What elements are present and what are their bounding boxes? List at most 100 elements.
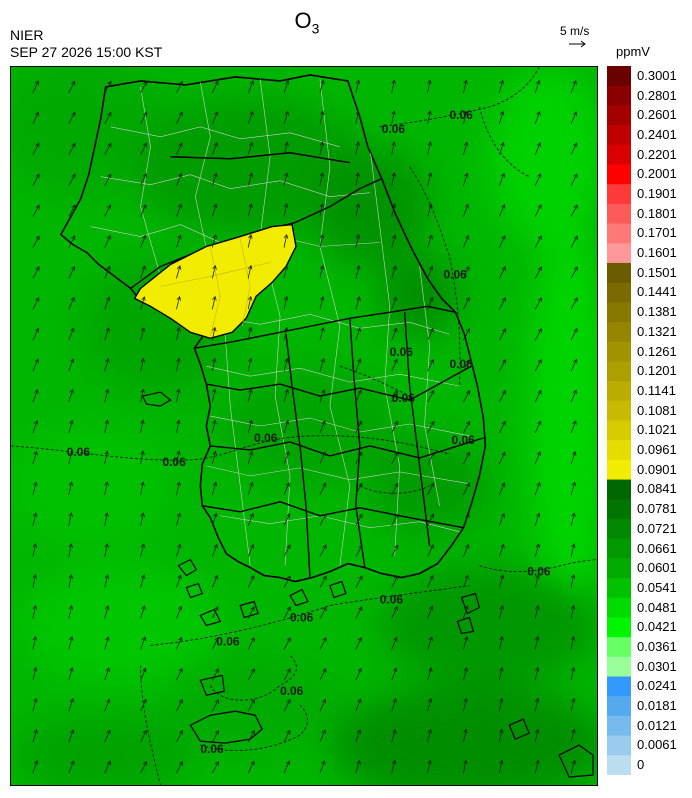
wind-arrow [463,605,468,619]
wind-arrow [391,483,399,495]
legend-swatch [607,66,631,87]
wind-arrow [319,420,326,434]
wind-arrow-head [427,697,433,703]
wind-arrow [283,203,288,217]
wind-arrow-head [32,635,38,641]
wind-arrow-head [32,512,38,518]
wind-arrow-head [176,295,182,301]
wind-arrow [283,358,288,372]
wind-arrow-head [429,327,434,333]
wind-arrow-head [104,605,110,610]
wind-arrow-head [322,513,327,519]
wind-arrow-head [248,172,254,178]
wind-arrow [104,420,108,434]
wind-arrow-head [321,451,326,457]
wind-arrow-head [536,512,541,518]
wind-arrow [498,605,504,619]
wind-arrow-head [283,203,289,208]
wind-arrow-head [357,420,363,426]
wind-arrow-head [177,574,182,580]
legend-tick-label: 0.1441 [637,284,677,300]
wind-arrow [498,266,506,279]
wind-arrow-head [143,760,148,766]
wind-arrow [247,234,252,248]
wind-arrow-head [212,357,217,363]
wind-arrow-head [33,759,39,765]
wind-arrow [570,574,575,588]
wind-arrow [427,544,434,557]
wind-arrow-head [214,111,219,117]
wind-arrow-head [106,265,111,271]
wind-arrow-head [500,512,505,518]
wind-arrow [176,142,183,155]
wind-arrow-head [429,513,434,519]
wind-arrow-head [501,235,506,240]
wind-arrow-head [105,636,110,641]
wind-arrow-field [32,79,578,774]
wind-arrow [32,80,39,94]
wind-arrow-head [176,419,181,425]
wind-arrow [32,636,37,650]
wind-arrow-head [427,110,432,116]
wind-arrow [140,327,145,341]
wind-arrow-head [499,728,504,734]
contour-label: 0.06 [390,345,414,359]
wind-arrow-head [355,172,360,177]
wind-arrow [427,173,432,186]
legend-tick-label: 0.1081 [637,402,677,418]
legend-tick-label: 0.1201 [637,363,677,379]
wind-arrow [211,358,216,372]
wind-arrow [319,203,323,217]
agency-label: NIER [10,27,44,43]
wind-arrow-head [357,389,362,395]
wind-arrow [140,451,144,464]
legend-swatch [607,400,631,421]
wind-arrow [140,143,147,155]
wind-arrow-head [463,697,468,703]
wind-arrow-head [391,172,396,178]
wind-arrow-head [570,604,576,610]
wind-arrow [319,80,324,94]
wind-arrow [427,575,434,588]
wind-arrow [570,482,576,495]
wind-arrow-head [104,388,110,394]
wind-arrow-head [499,666,504,672]
wind-arrow [391,544,399,557]
wind-arrow [570,173,578,186]
wind-arrow-head [322,637,327,642]
wind-arrow [391,390,398,403]
wind-arrow-head [33,697,38,703]
wind-arrow [68,389,74,403]
wind-arrow-head [428,203,433,209]
wind-arrow-head [286,606,291,612]
legend-tick-label: 0.0541 [637,579,677,595]
wind-arrow-head [394,513,399,519]
wind-arrow-head [141,234,147,240]
wind-arrow [211,204,217,217]
wind-arrow [211,575,218,588]
wind-arrow-head [179,729,184,735]
wind-arrow-head [428,234,433,240]
wind-arrow-head [464,605,469,611]
legend-swatch [607,223,631,244]
wind-arrow-head [501,203,506,209]
wind-arrow [176,606,182,619]
wind-arrow [104,605,109,619]
wind-arrow-head [573,173,578,179]
wind-arrow-head [321,729,326,735]
legend-tick-label: 0.0481 [637,599,677,615]
wind-arrow [211,389,216,403]
legend-tick-label: 0.1501 [637,264,677,280]
wind-arrow-head [68,604,74,610]
wind-arrow-head [356,265,361,270]
map-title: O3 [294,8,320,37]
legend-swatch [607,479,631,500]
wind-arrow-head [71,235,76,240]
wind-arrow [319,358,325,372]
wind-arrow-head [32,543,38,548]
contour-label: 0.06 [280,684,304,698]
wind-arrow-head [463,79,468,85]
wind-arrow [211,482,217,495]
wind-arrow-head [322,482,327,488]
wind-arrow [534,235,542,248]
